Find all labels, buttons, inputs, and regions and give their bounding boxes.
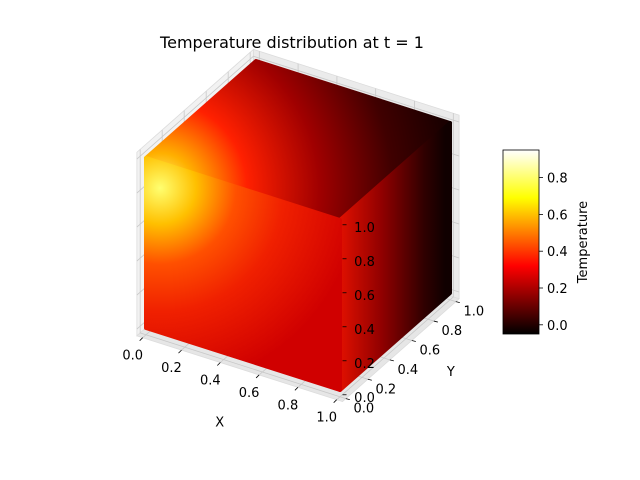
y-tick-mark xyxy=(433,320,438,323)
y-tick-mark xyxy=(389,359,394,362)
x-tick-mark xyxy=(333,399,337,403)
x-tick-label: 0.0 xyxy=(122,349,143,364)
y-tick-mark xyxy=(411,340,416,342)
y-tick-mark xyxy=(367,378,372,381)
x-axis-label: X xyxy=(215,416,224,431)
axis-ticks: 0.00.20.40.60.81.00.00.20.40.60.81.00.00… xyxy=(122,221,484,426)
x-tick-label: 0.2 xyxy=(161,361,182,376)
x-tick-mark xyxy=(178,349,182,354)
y-tick-mark xyxy=(455,301,460,304)
z-tick-label: 0.4 xyxy=(354,323,375,338)
y-tick-label: 0.0 xyxy=(353,402,374,417)
y-tick-label: 0.6 xyxy=(419,343,440,358)
x-tick-label: 1.0 xyxy=(316,411,337,426)
x-tick-mark xyxy=(294,387,299,391)
z-tick-label: 0.8 xyxy=(354,255,375,270)
surface-face-front xyxy=(144,156,342,392)
colorbar-label: Temperature xyxy=(576,201,591,284)
colorbar: 0.0 0.2 0.4 0.6 0.8 Temperature xyxy=(502,149,591,335)
y-axis-label: Y xyxy=(446,365,455,380)
z-tick-label: 0.6 xyxy=(354,289,375,304)
y-tick-label: 1.0 xyxy=(463,305,484,320)
z-tick-label: 0.2 xyxy=(354,357,375,372)
gridline-z xyxy=(136,55,460,160)
z-tick-label: 1.0 xyxy=(354,221,375,236)
colorbar-tick-label: 0.2 xyxy=(547,282,568,297)
colorbar-tick-label: 0.6 xyxy=(547,208,568,223)
y-tick-mark xyxy=(345,398,350,401)
x-tick-label: 0.8 xyxy=(278,398,299,413)
x-tick-mark xyxy=(255,374,260,379)
x-tick-label: 0.4 xyxy=(200,374,221,389)
axis-labels: XY xyxy=(215,365,455,431)
z-tick-label: 0.0 xyxy=(354,391,375,406)
y-tick-label: 0.4 xyxy=(397,363,418,378)
chart-title: Temperature distribution at t = 1 xyxy=(159,33,424,52)
x-tick-label: 0.6 xyxy=(239,386,260,401)
colorbar-tick-label: 0.4 xyxy=(547,245,568,260)
colorbar-tick-label: 0.0 xyxy=(547,319,568,334)
temperature-surface xyxy=(144,59,452,392)
colorbar-gradient xyxy=(502,149,540,335)
y-tick-label: 0.2 xyxy=(375,382,396,397)
colorbar-tick-label: 0.8 xyxy=(547,172,568,187)
x-tick-mark xyxy=(217,362,221,366)
gridline-x xyxy=(336,113,454,401)
y-tick-label: 0.8 xyxy=(441,324,462,339)
gridline-y xyxy=(139,149,346,400)
x-tick-mark xyxy=(139,337,143,341)
